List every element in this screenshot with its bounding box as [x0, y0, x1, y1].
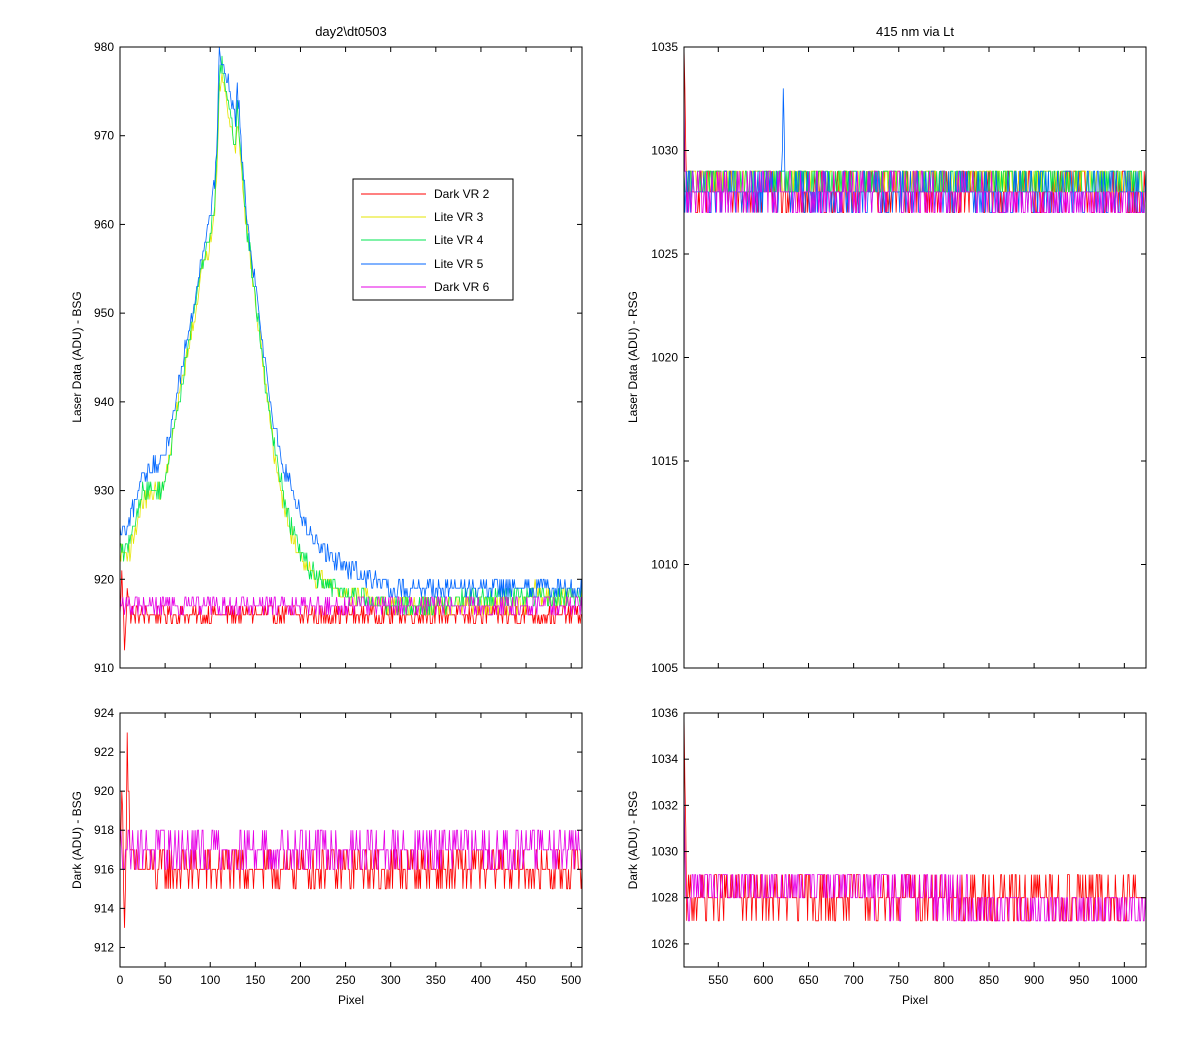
- x-tick-label: 550: [708, 973, 728, 987]
- y-tick-label: 950: [94, 306, 114, 320]
- series-line-dark-vr-6: [120, 596, 582, 616]
- x-axis-label: Pixel: [902, 993, 928, 1007]
- x-tick-label: 650: [799, 973, 819, 987]
- plot-area: 1005 1010 1015 1020 1025 1030 1035: [651, 40, 1147, 675]
- plot-area: 550 600 650 700 750 800 850 900 950 1000 1026 1028 1…: [651, 706, 1147, 987]
- x-tick-label: 900: [1024, 973, 1044, 987]
- series-group: [120, 732, 582, 928]
- legend-entry-label: Dark VR 6: [434, 280, 490, 294]
- panel-bottom-right: Dark (ADU) - RSG Pixel 550 600 650 700 750 80…: [626, 706, 1147, 1007]
- x-tick-label: 950: [1069, 973, 1089, 987]
- x-tick-label: 600: [753, 973, 773, 987]
- panel-top-right: 415 nm via Lt Laser Data (ADU) - RSG 100…: [626, 24, 1147, 675]
- y-tick-label: 1015: [651, 454, 678, 468]
- y-tick-label: 940: [94, 395, 114, 409]
- panel-bottom-left: Dark (ADU) - BSG Pixel 0 50 100 150 200 250 30…: [70, 706, 583, 1007]
- x-tick-label: 100: [200, 973, 220, 987]
- series-line-lite-vr-5: [120, 47, 582, 598]
- y-tick-label: 1035: [651, 40, 678, 54]
- x-tick-label: 1000: [1111, 973, 1138, 987]
- axes-frame: [119, 46, 583, 669]
- plot-area: 0 50 100 150 200 250 300 350 400 450 500 912 914 916 9…: [94, 706, 583, 987]
- y-tick-label: 1005: [651, 661, 678, 675]
- y-tick-label: 1032: [651, 798, 678, 812]
- y-axis-label: Dark (ADU) - RSG: [626, 791, 640, 890]
- legend: Dark VR 2 Lite VR 3 Lite VR 4 Lite VR 5 …: [352, 178, 514, 301]
- series-line-dark-vr-2: [684, 713, 1146, 922]
- x-tick-label: 700: [844, 973, 864, 987]
- series-group: [684, 713, 1146, 922]
- legend-entry-label: Dark VR 2: [434, 187, 490, 201]
- x-tick-label: 800: [934, 973, 954, 987]
- x-tick-label: 0: [117, 973, 124, 987]
- y-tick-label: 1034: [651, 752, 678, 766]
- y-tick-label: 930: [94, 484, 114, 498]
- series-line-lite-vr-3: [684, 170, 1146, 193]
- y-tick-label: 922: [94, 745, 114, 759]
- y-axis-label: Dark (ADU) - BSG: [70, 791, 84, 889]
- panel-top-left: day2\dt0503 Laser Data (ADU) - BSG 910 92…: [70, 24, 583, 675]
- y-tick-label: 1026: [651, 937, 678, 951]
- series-line-dark-vr-2: [120, 732, 582, 928]
- y-tick-label: 910: [94, 661, 114, 675]
- y-tick-label: 1036: [651, 706, 678, 720]
- series-line-dark-vr-6: [684, 88, 1146, 214]
- y-tick-label: 924: [94, 706, 114, 720]
- y-tick-label: 914: [94, 901, 114, 915]
- x-tick-label: 300: [381, 973, 401, 987]
- series-line-dark-vr-2: [120, 570, 582, 651]
- x-tick-label: 350: [426, 973, 446, 987]
- series-group: [684, 47, 1146, 214]
- x-tick-label: 50: [158, 973, 172, 987]
- axes-frame: [119, 712, 583, 968]
- y-axis-label: Laser Data (ADU) - RSG: [626, 291, 640, 423]
- x-tick-label: 850: [979, 973, 999, 987]
- y-tick-label: 912: [94, 940, 114, 954]
- chart-title: 415 nm via Lt: [876, 24, 954, 39]
- y-tick-label: 1030: [651, 845, 678, 859]
- series-line-dark-vr-6: [120, 829, 582, 870]
- axes-frame: [683, 712, 1147, 968]
- y-tick-label: 1025: [651, 247, 678, 261]
- x-tick-label: 250: [336, 973, 356, 987]
- y-axis-label: Laser Data (ADU) - BSG: [70, 291, 84, 422]
- series-group: [120, 47, 582, 651]
- y-tick-label: 1030: [651, 144, 678, 158]
- y-tick-label: 980: [94, 40, 114, 54]
- y-tick-label: 916: [94, 862, 114, 876]
- x-tick-label: 450: [516, 973, 536, 987]
- legend-entry-label: Lite VR 5: [434, 257, 484, 271]
- series-line-lite-vr-5: [684, 88, 1146, 214]
- x-axis-label: Pixel: [338, 993, 364, 1007]
- x-tick-label: 200: [290, 973, 310, 987]
- y-tick-label: 1028: [651, 891, 678, 905]
- y-tick-label: 920: [94, 784, 114, 798]
- chart-title: day2\dt0503: [315, 24, 387, 39]
- y-tick-label: 920: [94, 572, 114, 586]
- x-tick-label: 400: [471, 973, 491, 987]
- y-tick-label: 918: [94, 823, 114, 837]
- x-tick-label: 150: [245, 973, 265, 987]
- plot-area: 910 920 930 940 950 960 970 980: [94, 40, 583, 675]
- series-line-dark-vr-6: [684, 782, 1146, 922]
- y-tick-label: 1020: [651, 351, 678, 365]
- y-tick-label: 970: [94, 129, 114, 143]
- x-tick-label: 500: [561, 973, 581, 987]
- y-tick-label: 960: [94, 217, 114, 231]
- x-tick-label: 750: [889, 973, 909, 987]
- legend-entry-label: Lite VR 3: [434, 210, 484, 224]
- legend-entry-label: Lite VR 4: [434, 233, 484, 247]
- y-tick-label: 1010: [651, 558, 678, 572]
